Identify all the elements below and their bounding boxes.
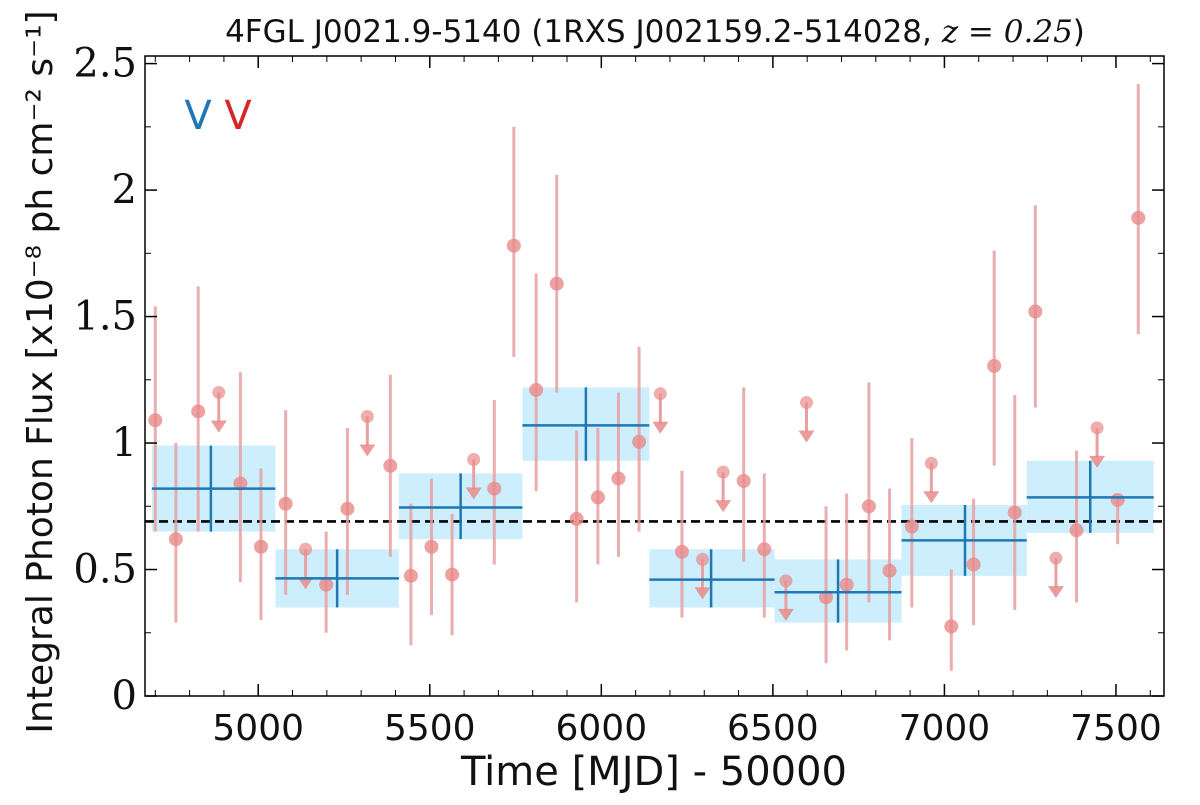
upper-limit-arrow: [798, 430, 815, 443]
monthly-flux-point: [1131, 210, 1146, 225]
y-tick-label: 0.5: [73, 547, 137, 593]
monthly-flux-point: [904, 519, 919, 534]
upper-limit-arrow: [297, 577, 314, 590]
monthly-flux-point: [1069, 523, 1084, 538]
upper-limit-point: [799, 396, 813, 410]
monthly-flux-point: [445, 567, 460, 582]
upper-limit-point: [696, 552, 710, 566]
upper-limit-arrow: [777, 608, 794, 621]
x-tick-label: 6500: [727, 708, 819, 749]
monthly-flux-point: [882, 563, 897, 578]
monthly-flux-point: [611, 471, 626, 486]
monthly-flux-point: [403, 568, 418, 583]
monthly-flux-layer: [148, 83, 1146, 671]
monthly-flux-point: [590, 490, 605, 505]
upper-limit-point: [1049, 551, 1063, 565]
monthly-flux-point: [253, 539, 268, 554]
monthly-flux-point: [944, 619, 959, 634]
upper-limit-arrow: [210, 420, 227, 433]
upper-limit-point: [1090, 421, 1104, 435]
monthly-flux-point: [757, 542, 772, 557]
chart-title-close: ): [1073, 14, 1085, 50]
y-tick-label: 2: [112, 167, 137, 213]
upper-limit-arrow: [715, 500, 732, 513]
upper-limit-point: [716, 465, 730, 479]
upper-limit-point: [779, 574, 793, 588]
monthly-flux-point: [487, 481, 502, 496]
chart-title-main: 4FGL J0021.9-5140 (1RXS J002159.2-514028…: [225, 14, 942, 50]
monthly-flux-point: [529, 382, 544, 397]
monthly-flux-point: [383, 458, 398, 473]
monthly-flux-point: [569, 511, 584, 526]
upper-limit-arrow: [465, 487, 482, 500]
monthly-flux-point: [819, 590, 834, 605]
upper-limit-arrow: [1089, 455, 1106, 468]
x-tick-label: 5000: [212, 708, 304, 749]
axes-frame: 5000 5500 6000 6500 7000 7500 0 0.5 1 1.5 2 2.5: [73, 41, 1165, 749]
monthly-flux-point: [278, 496, 293, 511]
upper-limit-arrow: [1047, 586, 1064, 599]
x-tick-label: 7000: [899, 708, 991, 749]
monthly-flux-point: [340, 501, 355, 516]
monthly-flux-point: [148, 413, 163, 428]
y-tick-label: 1.5: [73, 294, 137, 340]
monthly-flux-point: [319, 577, 334, 592]
monthly-flux-point: [191, 404, 206, 419]
monthly-flux-point: [506, 238, 521, 253]
chart-title: 4FGL J0021.9-5140 (1RXS J002159.2-514028…: [225, 14, 1085, 50]
upper-limit-point: [924, 456, 938, 470]
binned-flux-layer: [151, 387, 1154, 623]
upper-limit-point: [212, 385, 226, 399]
x-tick-label: 6000: [556, 708, 648, 749]
monthly-flux-point: [987, 358, 1002, 373]
upper-limit-point: [299, 542, 313, 556]
chart-title-redshift: z = 0.25: [941, 14, 1073, 50]
monthly-flux-point: [1028, 304, 1043, 319]
monthly-flux-point: [424, 539, 439, 554]
upper-limit-point: [653, 387, 667, 401]
plot-frame: [144, 55, 1165, 697]
y-axis-label: Integral Photon Flux [x10⁻⁸ ph cm⁻² s⁻¹]: [20, 10, 61, 733]
y-tick-label: 1: [112, 420, 137, 466]
monthly-flux-point: [839, 577, 854, 592]
monthly-flux-point: [966, 557, 981, 572]
x-axis-label: Time [MJD] - 50000: [460, 749, 847, 795]
upper-limit-point: [467, 452, 481, 466]
monthly-flux-point: [1007, 505, 1022, 520]
x-tick-label: 7500: [1070, 708, 1162, 749]
marker-label: V: [184, 93, 212, 139]
binned-flux-crosses: [151, 387, 1154, 623]
monthly-flux-point: [674, 544, 689, 559]
upper-limit-point: [360, 409, 374, 423]
marker-label: V: [224, 93, 252, 139]
y-tick-label: 2.5: [73, 41, 137, 87]
monthly-flux-point: [861, 499, 876, 514]
upper-limit-arrow: [359, 444, 376, 457]
monthly-flux-point: [1110, 492, 1125, 507]
upper-limit-arrow: [652, 421, 669, 434]
upper-limit-arrow: [694, 587, 711, 600]
monthly-flux-point: [233, 476, 248, 491]
y-tick-label: 0: [112, 673, 137, 719]
monthly-flux-point: [632, 434, 647, 449]
upper-limit-arrow: [923, 491, 940, 504]
monthly-flux-point: [736, 473, 751, 488]
monthly-flux-point: [168, 532, 183, 547]
x-tick-label: 5500: [384, 708, 476, 749]
monthly-flux-point: [549, 276, 564, 291]
